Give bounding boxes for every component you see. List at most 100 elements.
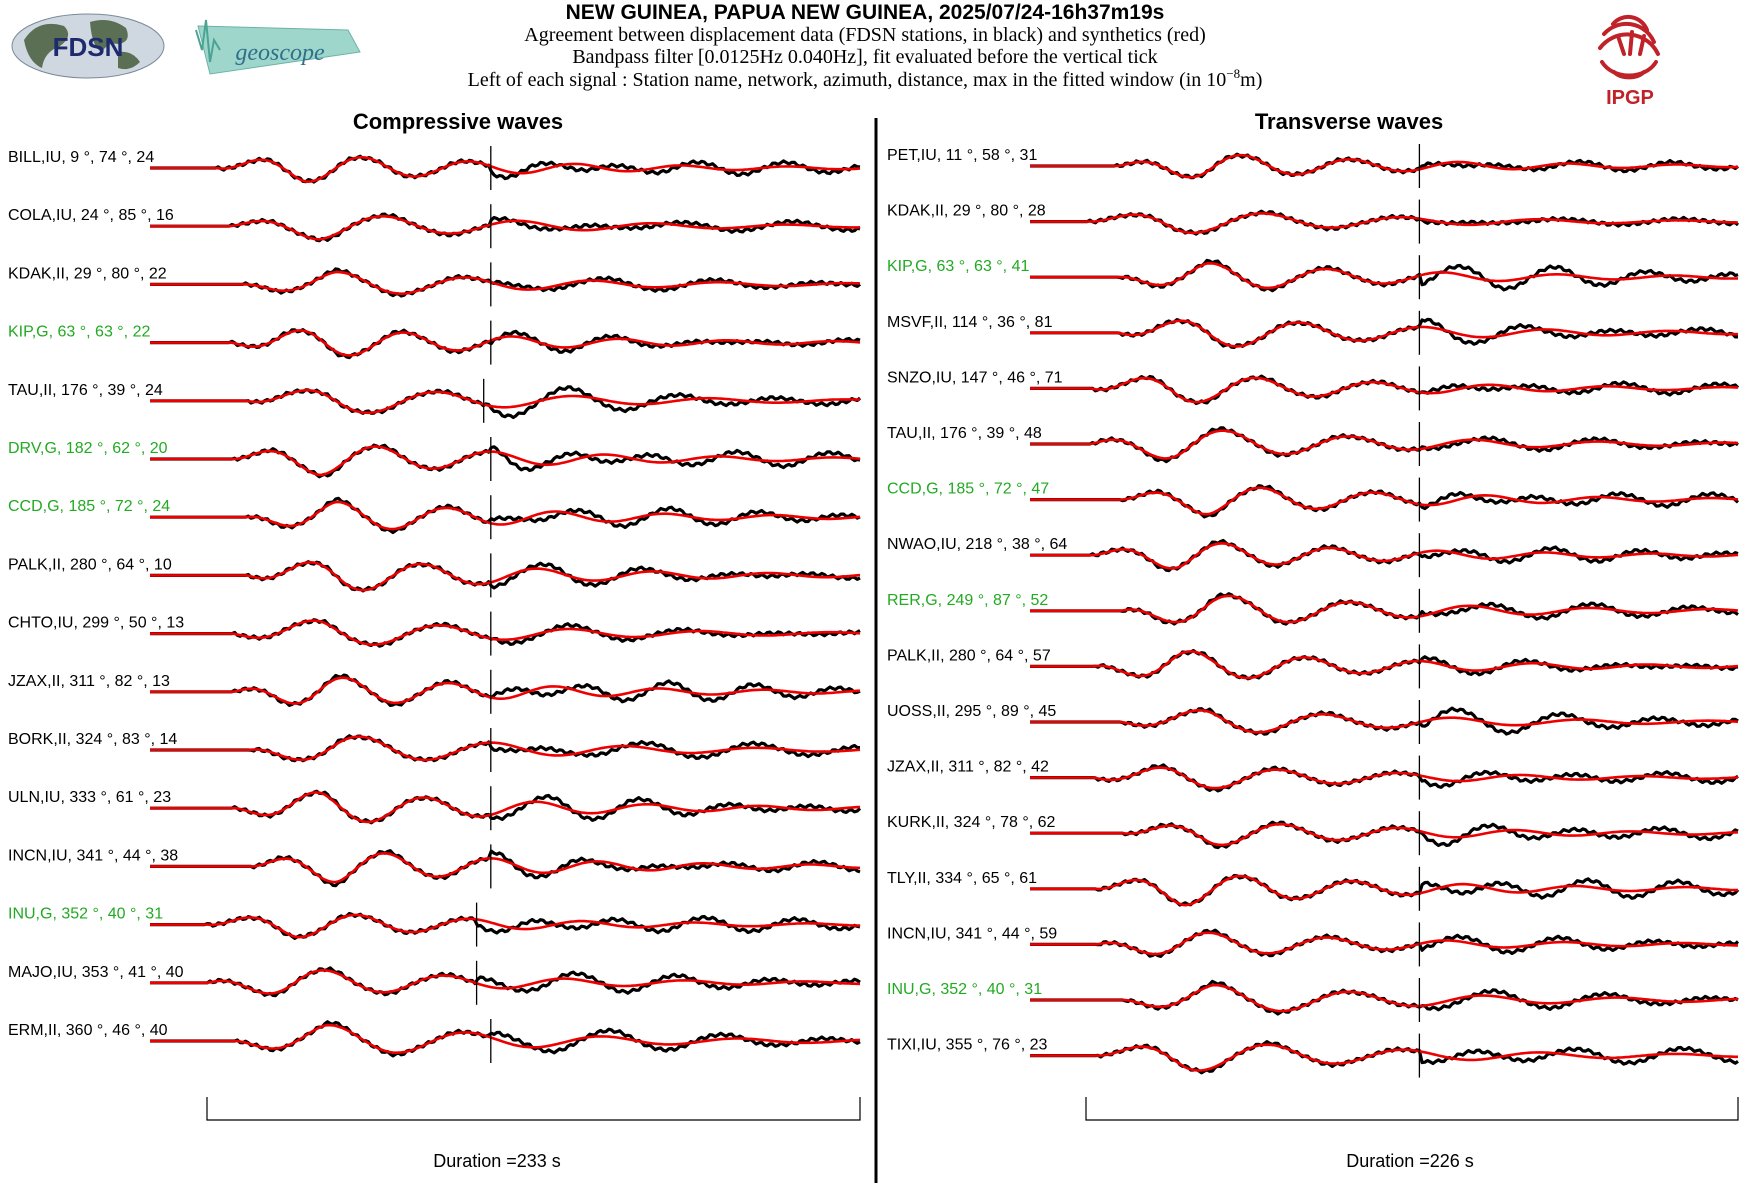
synthetic-trace	[150, 215, 861, 241]
synthetic-trace	[150, 270, 861, 296]
synthetic-trace	[150, 968, 861, 995]
synthetic-trace	[1030, 319, 1739, 348]
data-trace	[1030, 928, 1740, 959]
ipgp-emblem-icon	[1598, 14, 1660, 80]
synthetic-trace	[1030, 874, 1738, 907]
synthetic-trace	[150, 619, 861, 647]
station-label: COLA,IU, 24 °, 85 °, 16	[8, 207, 174, 224]
synthetic-trace	[150, 735, 861, 762]
station-row: KDAK,II, 29 °, 80 °, 28	[887, 199, 1740, 244]
station-row: COLA,IU, 24 °, 85 °, 16	[8, 204, 861, 249]
transverse-waves-panel: Transverse waves PET,IU, 11 °, 58 °, 31 K…	[887, 109, 1740, 1171]
synthetic-trace	[150, 791, 861, 824]
station-row: PALK,II, 280 °, 64 °, 57	[887, 644, 1739, 689]
data-trace	[1030, 820, 1739, 850]
subtitle-line-3: Left of each signal : Station name, netw…	[468, 66, 1263, 91]
synthetic-trace	[1030, 708, 1739, 734]
station-label: PALK,II, 280 °, 64 °, 57	[887, 647, 1051, 664]
station-row: CCD,G, 185 °, 72 °, 47	[887, 477, 1740, 522]
station-row: INU,G, 352 °, 40 °, 31	[8, 902, 861, 947]
fdsn-logo-text: FDSN	[53, 32, 124, 62]
subtitle-line-3-exponent: −8	[1226, 66, 1240, 81]
station-label: SNZO,IU, 147 °, 46 °, 71	[887, 369, 1063, 386]
station-label: CCD,G, 185 °, 72 °, 24	[8, 498, 170, 515]
station-label: UOSS,II, 295 °, 89 °, 45	[887, 703, 1056, 720]
synthetic-trace	[1030, 261, 1739, 290]
station-label: BORK,II, 324 °, 83 °, 14	[8, 731, 177, 748]
station-row: UOSS,II, 295 °, 89 °, 45	[887, 700, 1739, 744]
station-label: KIP,G, 63 °, 63 °, 41	[887, 258, 1029, 275]
synthetic-trace	[1030, 429, 1739, 460]
station-row: INCN,IU, 341 °, 44 °, 38	[8, 844, 861, 889]
station-row: INU,G, 352 °, 40 °, 31	[887, 978, 1739, 1022]
station-label: JZAX,II, 311 °, 82 °, 42	[887, 759, 1049, 776]
synthetic-trace	[150, 156, 861, 183]
subtitle-line-2: Bandpass filter [0.0125Hz 0.040Hz], fit …	[572, 46, 1157, 68]
data-trace	[1030, 763, 1739, 793]
station-row: TLY,II, 334 °, 65 °, 61	[887, 866, 1740, 911]
station-row: KURK,II, 324 °, 78 °, 62	[887, 811, 1739, 856]
station-row: PET,IU, 11 °, 58 °, 31	[887, 144, 1739, 188]
station-label: PET,IU, 11 °, 58 °, 31	[887, 147, 1037, 164]
station-row: BILL,IU, 9 °, 74 °, 24	[8, 146, 861, 190]
subtitle-line-3-suffix: m)	[1240, 69, 1262, 91]
geoscope-logo: geoscope	[195, 19, 361, 75]
synthetic-trace	[1030, 542, 1739, 570]
synthetic-trace	[150, 913, 861, 939]
synthetic-trace	[150, 560, 861, 592]
station-row: ULN,IU, 333 °, 61 °, 23	[8, 786, 862, 831]
synthetic-trace	[150, 388, 861, 415]
station-label: DRV,G, 182 °, 62 °, 20	[8, 440, 168, 457]
station-row: KIP,G, 63 °, 63 °, 22	[8, 320, 861, 365]
synthetic-trace	[1030, 153, 1738, 179]
station-label: CHTO,IU, 299 °, 50 °, 13	[8, 615, 184, 632]
station-label: KURK,II, 324 °, 78 °, 62	[887, 814, 1056, 831]
station-row: MSVF,II, 114 °, 36 °, 81	[887, 310, 1739, 355]
synthetic-trace	[150, 851, 861, 884]
synthetic-trace	[150, 500, 861, 531]
synthetic-trace	[1030, 376, 1739, 404]
station-label: CCD,G, 185 °, 72 °, 47	[887, 481, 1049, 498]
synthetic-trace	[1030, 650, 1739, 680]
duration-label: Duration =226 s	[1346, 1151, 1474, 1171]
station-row: DRV,G, 182 °, 62 °, 20	[8, 437, 861, 481]
synthetic-trace	[1030, 212, 1739, 235]
duration-bracket	[1085, 1097, 1739, 1121]
subtitle-line-3-prefix: Left of each signal : Station name, netw…	[468, 69, 1227, 91]
synthetic-trace	[150, 329, 861, 357]
station-row: CCD,G, 185 °, 72 °, 24	[8, 495, 861, 540]
station-label: NWAO,IU, 218 °, 38 °, 64	[887, 536, 1067, 553]
ipgp-logo: IPGP	[1598, 14, 1660, 109]
panel-title-transverse: Transverse waves	[1255, 109, 1443, 134]
synthetic-trace	[1030, 766, 1739, 790]
compressive-waves-panel: Compressive waves BILL,IU, 9 °, 74 °, 24…	[8, 109, 862, 1171]
station-label: ERM,II, 360 °, 46 °, 40	[8, 1022, 168, 1039]
station-label: JZAX,II, 311 °, 82 °, 13	[8, 673, 170, 690]
data-trace	[150, 443, 861, 479]
station-row: KDAK,II, 29 °, 80 °, 22	[8, 262, 861, 307]
synthetic-trace	[150, 1023, 861, 1054]
station-label: TAU,II, 176 °, 39 °, 24	[8, 382, 163, 399]
station-row: PALK,II, 280 °, 64 °, 10	[8, 553, 861, 598]
station-label: TLY,II, 334 °, 65 °, 61	[887, 870, 1037, 887]
station-row: KIP,G, 63 °, 63 °, 41	[887, 255, 1739, 300]
synthetic-trace	[1030, 594, 1739, 624]
station-row: CHTO,IU, 299 °, 50 °, 13	[8, 611, 861, 656]
station-label: RER,G, 249 °, 87 °, 52	[887, 592, 1048, 609]
panel-title-compressive: Compressive waves	[353, 109, 563, 134]
station-row: TAU,II, 176 °, 39 °, 48	[887, 422, 1739, 466]
station-label: BILL,IU, 9 °, 74 °, 24	[8, 149, 154, 166]
station-label: INCN,IU, 341 °, 44 °, 59	[887, 925, 1057, 942]
data-trace	[1030, 152, 1739, 180]
figure-title: NEW GUINEA, PAPUA NEW GUINEA, 2025/07/24…	[566, 1, 1165, 24]
station-label: KIP,G, 63 °, 63 °, 22	[8, 324, 150, 341]
ipgp-logo-text: IPGP	[1606, 87, 1654, 109]
duration-label: Duration =233 s	[433, 1151, 561, 1171]
data-trace	[1030, 706, 1739, 736]
data-trace	[150, 154, 861, 184]
station-label: MSVF,II, 114 °, 36 °, 81	[887, 314, 1053, 331]
station-label: PALK,II, 280 °, 64 °, 10	[8, 556, 172, 573]
station-row: SNZO,IU, 147 °, 46 °, 71	[887, 366, 1740, 411]
station-row: ERM,II, 360 °, 46 °, 40	[8, 1019, 861, 1063]
